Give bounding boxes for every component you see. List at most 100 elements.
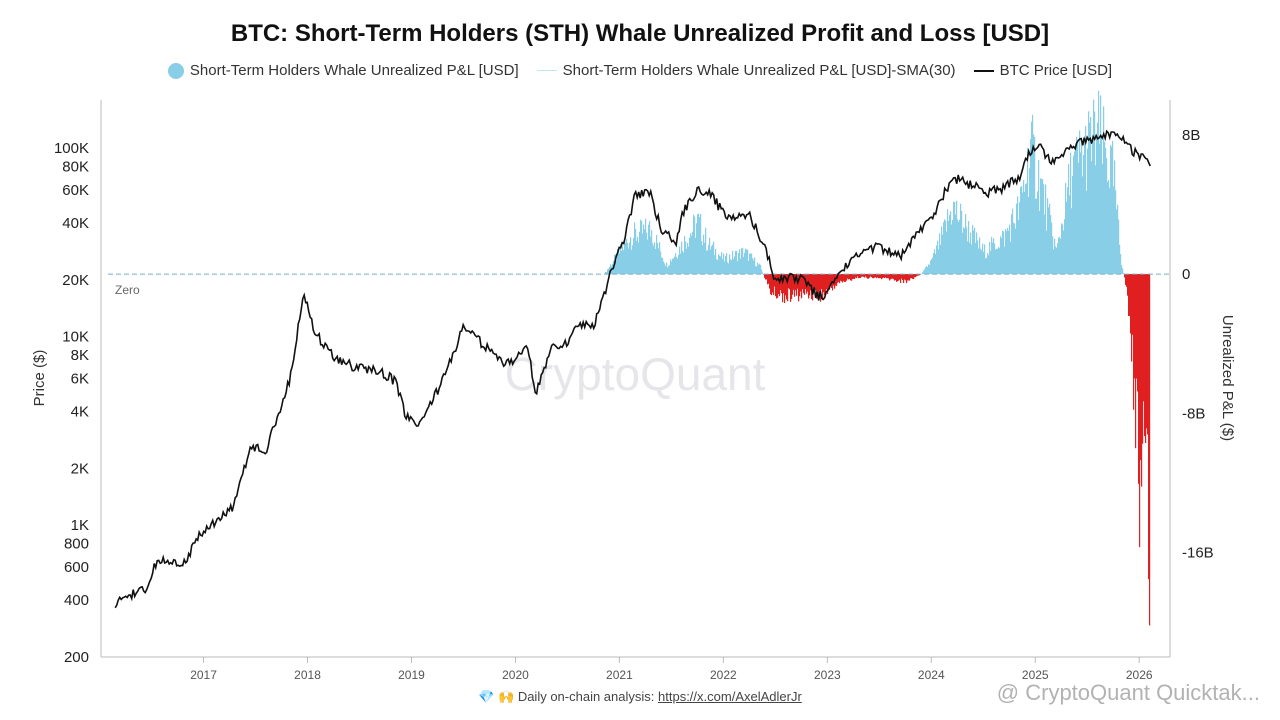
pnl-bar [907, 274, 909, 281]
pnl-bar [902, 274, 904, 280]
pnl-bar [1118, 219, 1120, 275]
pnl-bar [1071, 208, 1073, 275]
pnl-bar [1076, 136, 1078, 275]
pnl-bar [1127, 274, 1129, 296]
pnl-bar [1089, 122, 1091, 275]
pnl-bar [856, 274, 858, 279]
pnl-bar [1058, 237, 1060, 275]
pnl-bar [712, 244, 714, 275]
pnl-bar [840, 274, 842, 281]
pnl-bar [925, 267, 927, 275]
pnl-bar [761, 269, 763, 275]
pnl-bar [1014, 223, 1016, 275]
pnl-bar [1069, 195, 1071, 275]
pnl-bar [737, 261, 739, 275]
pnl-bar [733, 258, 735, 275]
pnl-bar [869, 274, 871, 278]
pnl-bar [794, 274, 796, 297]
pnl-bar [880, 274, 882, 279]
pnl-bar [769, 274, 771, 289]
pnl-bar [635, 229, 637, 275]
pnl-bar [955, 214, 957, 275]
pnl-bar [949, 215, 951, 275]
pnl-bar [706, 250, 708, 275]
pnl-bar [707, 250, 709, 275]
pnl-bar [721, 252, 723, 275]
pnl-bar [904, 274, 906, 280]
pnl-bar [738, 253, 740, 275]
pnl-bar [870, 274, 872, 277]
pnl-bar [804, 274, 806, 295]
pnl-bar [881, 274, 883, 280]
pnl-bar [1136, 274, 1138, 379]
pnl-bar [1144, 274, 1146, 437]
pnl-bar [698, 213, 700, 275]
legend-item-pnl[interactable]: Short-Term Holders Whale Unrealized P&L … [167, 62, 519, 79]
left-tick-label: 8K [71, 347, 89, 364]
pnl-bar [985, 258, 987, 275]
pnl-bar [822, 274, 824, 301]
left-tick-label: 600 [64, 559, 89, 576]
pnl-bar [1147, 274, 1149, 435]
pnl-bar [1062, 224, 1064, 275]
pnl-bar [974, 227, 976, 275]
pnl-bar [772, 274, 774, 293]
pnl-bar [982, 243, 984, 275]
pnl-bar [1046, 230, 1048, 275]
pnl-bar [1086, 190, 1088, 275]
pnl-bar [1139, 274, 1141, 548]
x-axis-ticks: 2017 2018 2019 2020 2021 2022 2023 2024 2025 2026 [190, 657, 1153, 682]
pnl-bar [637, 236, 639, 275]
legend-item-price[interactable]: BTC Price [USD] [973, 62, 1112, 79]
pnl-bar [1019, 202, 1021, 275]
pnl-bar [750, 253, 752, 275]
pnl-bar [642, 233, 644, 275]
pnl-bar [674, 256, 676, 275]
pnl-bar [988, 255, 990, 275]
pnl-bar [825, 274, 827, 293]
pnl-bar [1134, 274, 1136, 379]
pnl-bar [958, 221, 960, 275]
pnl-bar [625, 242, 627, 275]
pnl-bar [924, 269, 926, 275]
pnl-bar [875, 274, 877, 278]
pnl-bar [939, 233, 941, 275]
pnl-bar [653, 245, 655, 275]
footer-link[interactable]: https://x.com/AxelAdlerJr [658, 689, 802, 704]
pnl-bar [1142, 274, 1144, 444]
pnl-bar [622, 245, 624, 275]
pnl-bar [817, 274, 819, 299]
pnl-bar [965, 214, 967, 275]
pnl-bar [609, 266, 611, 275]
pnl-bar [930, 260, 932, 275]
legend-item-sma[interactable]: Short-Term Holders Whale Unrealized P&L … [536, 62, 956, 79]
pnl-bar [1098, 90, 1100, 275]
pnl-bar [1001, 238, 1003, 275]
pnl-bar [1107, 181, 1109, 275]
pnl-bar [608, 268, 610, 275]
pnl-bar [886, 274, 888, 279]
pnl-bar [1038, 159, 1040, 275]
pnl-bar [968, 221, 970, 275]
pnl-bar [700, 213, 702, 275]
pnl-bar [846, 274, 848, 281]
pnl-bar [671, 261, 673, 275]
x-tick-label: 2018 [294, 668, 321, 682]
pnl-bar [1050, 215, 1052, 275]
pnl-bar [1020, 187, 1022, 275]
pnl-bar [770, 274, 772, 295]
x-tick-label: 2022 [710, 668, 737, 682]
pnl-bar [833, 274, 835, 286]
pnl-bar [998, 247, 1000, 275]
zero-line-label: Zero [115, 283, 140, 297]
pnl-bar [799, 274, 801, 297]
pnl-bar [638, 242, 640, 275]
pnl-bar [788, 274, 790, 289]
pnl-bar [620, 244, 622, 275]
pnl-bar [865, 274, 867, 277]
pnl-bar [1025, 184, 1027, 275]
pnl-bar [911, 274, 913, 279]
pnl-bar [677, 258, 679, 275]
pnl-bar [1103, 106, 1105, 275]
pnl-bar [981, 250, 983, 275]
